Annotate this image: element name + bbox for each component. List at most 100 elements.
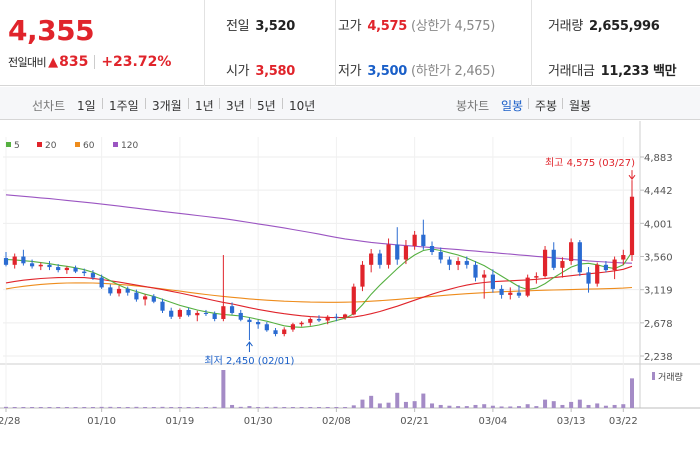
candle-body — [586, 272, 591, 284]
candle-body — [429, 246, 435, 253]
volume-bar — [534, 406, 539, 408]
volume-bar — [282, 407, 287, 408]
volume-bar — [160, 406, 165, 408]
candle-body — [560, 261, 565, 268]
candle-body — [403, 246, 409, 260]
volume-bar — [195, 407, 200, 408]
volume-bar — [308, 407, 313, 408]
volume-bar — [99, 406, 104, 408]
candle-body — [116, 288, 122, 294]
candle-body — [342, 314, 348, 318]
candle-body — [21, 256, 26, 264]
volume-bar — [82, 407, 87, 408]
candle-body — [412, 234, 417, 247]
toolbar-separator — [188, 98, 189, 109]
change-percent: +23.72% — [101, 54, 172, 70]
candle-body — [108, 287, 113, 294]
volume-bar — [621, 404, 626, 408]
volume-bar — [464, 406, 469, 408]
volume-bar — [412, 401, 417, 408]
candle-body — [203, 312, 209, 314]
candle-body — [316, 318, 322, 321]
volume-bar — [325, 407, 330, 408]
volume-bar — [543, 399, 548, 408]
period-1d[interactable]: 1일 — [77, 99, 96, 113]
candle-body — [377, 253, 382, 265]
candle-body — [282, 329, 287, 335]
candle-body — [551, 249, 556, 268]
volume-bar — [108, 406, 113, 408]
candle-body — [490, 274, 495, 289]
toolbar-separator — [562, 98, 563, 109]
candle-body — [38, 264, 43, 267]
y-tick-label: 4,001 — [644, 219, 673, 230]
volume-bar — [186, 407, 191, 408]
volume-bar — [351, 405, 356, 408]
candle-body — [247, 319, 252, 322]
open-value: 3,580 — [255, 64, 295, 79]
legend-label-120: 120 — [121, 141, 138, 151]
volume-bar — [569, 401, 574, 408]
toolbar-separator — [282, 98, 283, 109]
volume-bar — [290, 407, 295, 408]
volume-bar — [230, 404, 235, 408]
candle-weekly[interactable]: 주봉 — [535, 99, 558, 113]
candle-body — [238, 312, 243, 320]
date-axis: 12/28 01/10 01/19 01/30 02/08 02/21 03/04 03/13… — [0, 408, 638, 427]
volume-bar — [212, 406, 217, 408]
period-3y[interactable]: 3년 — [226, 99, 245, 113]
y-tick-label: 4,883 — [644, 153, 673, 164]
candle-body — [516, 292, 522, 296]
volume-bar — [603, 405, 608, 408]
candle-body — [256, 321, 261, 325]
volume-bar — [47, 407, 52, 408]
candle-body — [569, 242, 574, 262]
volume-stat: 거래량 2,655,996 — [548, 15, 660, 34]
volume-bar — [386, 402, 391, 408]
period-10y[interactable]: 10년 — [289, 99, 316, 113]
y-tick-label: 2,238 — [644, 352, 673, 363]
candle-body — [456, 261, 461, 265]
lower-limit: (하한가 2,465) — [410, 64, 496, 79]
toolbar-separator — [219, 98, 220, 109]
candle-body — [508, 292, 513, 295]
low-stat: 저가 3,500 (하한가 2,465) — [338, 60, 495, 79]
high-arrow-head — [628, 174, 636, 181]
up-triangle-icon: ▲ — [48, 54, 59, 70]
low-arrow-head — [246, 341, 253, 347]
candle-body — [447, 259, 452, 265]
candle-body — [334, 316, 339, 318]
amount-unit: 백만 — [653, 64, 677, 79]
candle-monthly[interactable]: 월봉 — [569, 99, 592, 113]
volume-bar — [221, 370, 226, 408]
volume-bar — [369, 395, 374, 408]
period-1w[interactable]: 1주일 — [109, 99, 139, 113]
candle-body — [369, 253, 374, 265]
ma120-line — [5, 194, 633, 264]
volume-bar — [577, 399, 582, 408]
candle-daily[interactable]: 일봉 — [501, 99, 524, 113]
toolbar-separator — [102, 98, 103, 109]
volume-legend-label: 거래량 — [658, 371, 683, 383]
y-tick-label: 3,560 — [644, 253, 673, 264]
candle-body — [438, 252, 443, 260]
volume-bar — [438, 404, 443, 408]
candle-body — [73, 267, 78, 272]
volume-bar — [508, 406, 513, 408]
candle-body — [212, 313, 217, 319]
volume-bar — [134, 406, 139, 408]
legend-swatch-5 — [6, 142, 11, 147]
period-3m[interactable]: 3개월 — [152, 99, 182, 113]
volume-bar — [490, 405, 495, 408]
volume-bar — [360, 399, 365, 408]
period-5y[interactable]: 5년 — [257, 99, 276, 113]
candle-body — [264, 324, 269, 331]
candles-layer — [3, 180, 635, 341]
volume-bar — [482, 404, 487, 408]
candle-body — [603, 264, 609, 271]
period-1y[interactable]: 1년 — [195, 99, 214, 113]
volume-bar — [273, 406, 278, 408]
volume-bar — [4, 406, 8, 408]
candle-body — [299, 322, 304, 325]
change-divider — [94, 55, 96, 69]
